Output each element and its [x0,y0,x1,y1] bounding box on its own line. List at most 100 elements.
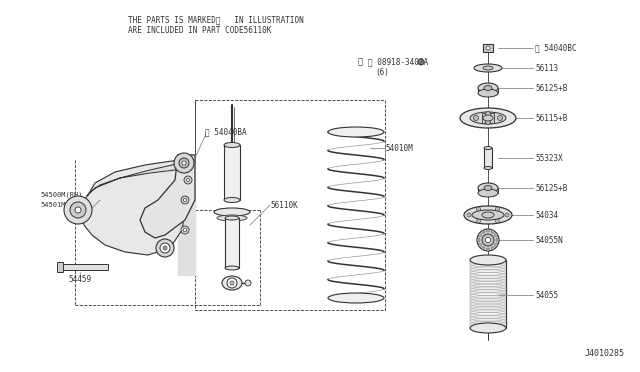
Text: 56113: 56113 [535,64,558,73]
Circle shape [183,228,187,232]
Polygon shape [80,160,188,255]
Text: 54010M: 54010M [385,144,413,153]
Ellipse shape [470,112,506,124]
Circle shape [477,238,480,241]
Text: 56125+B: 56125+B [535,183,568,192]
Text: 56125+B: 56125+B [535,83,568,93]
Circle shape [492,247,494,250]
Circle shape [478,234,481,237]
Circle shape [227,278,237,288]
Text: 56115+B: 56115+B [535,113,568,122]
Circle shape [486,119,490,125]
Circle shape [505,213,509,217]
Ellipse shape [224,142,240,148]
Text: ※: ※ [358,58,363,67]
Circle shape [486,237,490,243]
Text: 54500M(RH): 54500M(RH) [40,192,83,198]
Circle shape [492,230,494,233]
Bar [224,145,240,200]
Text: 55323X: 55323X [535,154,563,163]
Ellipse shape [470,255,506,265]
Ellipse shape [222,276,242,290]
Ellipse shape [217,215,247,221]
Ellipse shape [478,83,498,93]
Circle shape [495,207,499,211]
Text: 56110K: 56110K [270,201,298,209]
Circle shape [478,243,481,246]
Ellipse shape [483,115,493,121]
Ellipse shape [328,127,384,137]
Ellipse shape [174,153,194,173]
Polygon shape [178,155,195,275]
Text: ARE INCLUDED IN PART CODE56110K: ARE INCLUDED IN PART CODE56110K [128,26,271,35]
Text: ※ 54040BA: ※ 54040BA [205,128,246,137]
Ellipse shape [460,108,516,128]
Circle shape [482,230,484,233]
Circle shape [75,207,81,213]
Circle shape [245,280,251,286]
Bar [195,100,385,310]
Ellipse shape [214,208,250,216]
Ellipse shape [478,89,498,97]
Ellipse shape [224,198,240,202]
Circle shape [495,219,499,223]
Circle shape [183,198,187,202]
Circle shape [182,161,186,165]
Bar [57,262,63,272]
Circle shape [496,238,499,241]
Ellipse shape [328,293,384,303]
Text: 54055N: 54055N [535,235,563,244]
Circle shape [181,196,189,204]
Circle shape [181,226,189,234]
Bar [483,44,493,52]
Text: 54034: 54034 [535,211,558,219]
Circle shape [70,202,86,218]
Ellipse shape [464,206,512,224]
Circle shape [230,281,234,285]
Ellipse shape [484,147,492,150]
Circle shape [156,239,174,257]
Bar [225,218,239,268]
Ellipse shape [64,196,92,224]
Text: (6): (6) [375,67,389,77]
Ellipse shape [225,266,239,270]
Text: 54501M(LH): 54501M(LH) [40,202,83,208]
Circle shape [486,112,490,116]
Bar [63,264,108,270]
Circle shape [495,243,498,246]
Circle shape [497,115,502,121]
Bar [484,148,492,168]
Polygon shape [140,155,195,238]
Circle shape [163,246,167,250]
Circle shape [486,46,490,50]
Bar [470,260,506,328]
Circle shape [467,213,471,217]
Circle shape [474,115,479,121]
Circle shape [486,229,490,232]
Ellipse shape [484,167,492,170]
Circle shape [179,158,189,168]
Circle shape [477,219,481,223]
Ellipse shape [470,323,506,333]
Text: ※ 54040BC: ※ 54040BC [535,44,577,52]
Text: THE PARTS IS MARKED※   IN ILLUSTRATION: THE PARTS IS MARKED※ IN ILLUSTRATION [128,16,304,25]
Circle shape [482,247,484,250]
Ellipse shape [474,64,502,72]
Circle shape [184,176,192,184]
Ellipse shape [225,216,239,220]
Text: Ⓝ 08918-3402A: Ⓝ 08918-3402A [368,58,428,67]
Polygon shape [87,162,188,196]
Ellipse shape [484,86,492,90]
Ellipse shape [483,66,493,70]
Ellipse shape [482,212,494,218]
Circle shape [160,243,170,253]
Ellipse shape [478,183,498,193]
Ellipse shape [472,210,504,220]
Ellipse shape [484,186,492,190]
Circle shape [477,207,481,211]
Circle shape [186,179,189,182]
Text: J4010285: J4010285 [585,349,625,358]
Bar [482,113,494,123]
Circle shape [482,234,494,246]
Ellipse shape [478,189,498,197]
